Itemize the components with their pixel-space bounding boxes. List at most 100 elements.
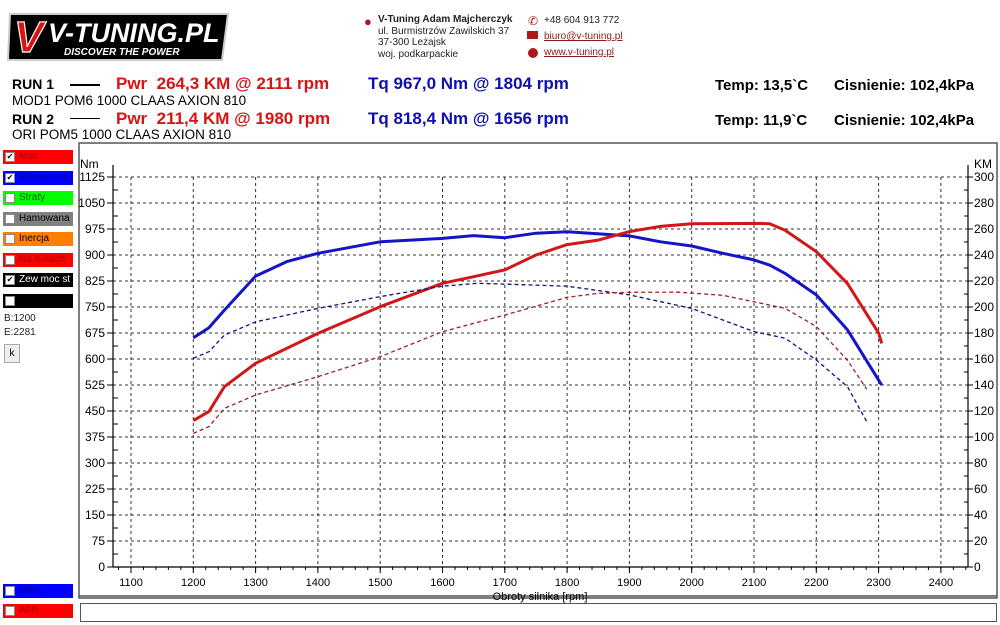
- envelope-icon: [527, 31, 538, 39]
- y-right-tick-label: 120: [974, 404, 994, 418]
- y-right-tick-label: 260: [974, 222, 994, 236]
- x-tick-label: 1100: [119, 577, 143, 589]
- chart-frame: [78, 142, 998, 599]
- afr-map-panel: [80, 603, 997, 622]
- map-pin-icon: ●: [364, 14, 372, 29]
- checkbox[interactable]: [5, 193, 15, 203]
- y-left-tick-label: 300: [85, 456, 105, 470]
- y-right-tick-label: 100: [974, 430, 994, 444]
- run1-power: Pwr 264,3 KM @ 2111 rpm: [116, 74, 330, 93]
- k-button[interactable]: k: [4, 344, 20, 363]
- y-left-tick-label: 750: [85, 300, 105, 314]
- legend-label: Na Kolach: [19, 253, 66, 265]
- run1-torque: Tq 967,0 Nm @ 1804 rpm: [368, 74, 569, 93]
- run1-torque-curve: [192, 230, 883, 386]
- logo-text: V-TUNING.PL: [48, 18, 220, 48]
- dyno-chart: 1100 1200 1300 1400 1500 1600 1700 1800 1900 2000…: [78, 142, 998, 603]
- y-right-tick-label: 180: [974, 326, 994, 340]
- run2-temp: Temp: 11,9`C: [715, 112, 808, 129]
- y-right-tick-label: 0: [974, 560, 981, 574]
- checkbox[interactable]: ✔: [5, 152, 15, 162]
- x-tick-label: 2300: [866, 577, 890, 589]
- legend-toggle-zew-moc-st[interactable]: ✔ Zew moc st: [3, 273, 73, 287]
- checkbox[interactable]: ✔: [5, 172, 15, 183]
- y-left-tick-label: 75: [92, 534, 106, 548]
- run2-power: Pwr 211,4 KM @ 1980 rpm: [116, 109, 331, 128]
- legend-label: MAP: [19, 585, 41, 596]
- y-left-tick-label: 1125: [79, 170, 105, 184]
- range-begin: B:1200: [4, 313, 36, 324]
- x-tick-label: 1600: [430, 577, 454, 589]
- y-right-tick-label: 280: [974, 196, 994, 210]
- y-right-tick-label: 220: [974, 274, 994, 288]
- x-axis-label: Obroty silnika [rpm]: [493, 591, 588, 603]
- run2-torque: Tq 818,4 Nm @ 1656 rpm: [368, 109, 569, 128]
- address-line: ul. Burmistrzów Zawilskich 37: [378, 25, 510, 37]
- legend-toggle-map[interactable]: MAP: [3, 584, 73, 598]
- y-right-tick-label: 240: [974, 248, 994, 262]
- v-tuning-logo: V V-TUNING.PL DISCOVER THE POWER: [6, 12, 230, 63]
- legend-toggle-afr[interactable]: AFR: [3, 604, 73, 618]
- legend-toggle-na-kolach[interactable]: Na Kolach: [3, 252, 73, 267]
- run2-torque-curve: [193, 282, 868, 423]
- checkbox[interactable]: [5, 295, 15, 306]
- x-tick-label: 2400: [929, 577, 953, 589]
- legend-label: Zew moc st: [19, 274, 71, 285]
- checkbox[interactable]: [5, 234, 15, 244]
- run2-line-sample: [70, 118, 100, 119]
- legend-toggle-moment-obr[interactable]: ✔ Moment obr: [3, 170, 73, 185]
- y-right-tick-label: 140: [974, 378, 994, 392]
- x-tick-label: 1500: [368, 577, 392, 589]
- legend-toggle-inercja[interactable]: Inercja: [3, 232, 73, 246]
- run1-power-curve: [192, 221, 884, 422]
- phone-icon: ✆: [528, 14, 539, 28]
- x-tick-label: 1900: [617, 577, 641, 589]
- checkbox[interactable]: ✔: [5, 275, 15, 285]
- x-tick-label: 1400: [306, 577, 330, 589]
- y-right-tick-label: 200: [974, 300, 994, 314]
- y-left-tick-label: 450: [85, 404, 105, 418]
- legend-toggle-hamowana[interactable]: Hamowana: [3, 211, 73, 226]
- svg-text:V: V: [14, 13, 47, 62]
- legend-label: Hamowana: [19, 212, 70, 224]
- checkbox[interactable]: [5, 586, 15, 596]
- address-line: 37-300 Leżajsk: [378, 37, 446, 48]
- y-left-tick-label: 975: [85, 222, 105, 236]
- phone-number: +48 604 913 772: [544, 15, 620, 26]
- y-left-tick-label: 525: [85, 378, 105, 392]
- run1-temp: Temp: 13,5`C: [715, 77, 809, 94]
- y-left-tick-label: 150: [85, 508, 105, 522]
- logo-tagline: DISCOVER THE POWER: [64, 47, 180, 58]
- x-tick-label: 1700: [493, 577, 517, 589]
- y-left-tick-label: 0: [98, 560, 105, 574]
- company-name: V-Tuning Adam Majcherczyk: [378, 14, 513, 25]
- left-axis-label: Nm: [80, 157, 99, 171]
- y-left-tick-label: 825: [85, 274, 105, 288]
- y-right-tick-label: 40: [974, 508, 988, 522]
- x-tick-label: 2200: [804, 577, 828, 589]
- company-address: V-Tuning Adam Majcherczyk ul. Burmistrzó…: [378, 14, 512, 60]
- checkbox[interactable]: [5, 213, 15, 224]
- run2-description: ORI POM5 1000 CLAAS AXION 810: [12, 127, 232, 142]
- legend-label: Moc: [19, 151, 38, 162]
- address-line: woj. podkarpackie: [378, 48, 459, 60]
- run1-label: RUN 1: [12, 76, 55, 92]
- checkbox[interactable]: [5, 606, 15, 616]
- email-link[interactable]: biuro@v-tuning.pl: [544, 31, 623, 42]
- legend-toggle-moc[interactable]: ✔ Moc: [3, 150, 73, 164]
- y-left-tick-label: 1050: [78, 196, 105, 210]
- legend-toggle-straty[interactable]: Straty: [3, 191, 73, 205]
- checkbox[interactable]: [5, 254, 15, 265]
- y-right-tick-label: 300: [974, 170, 994, 184]
- legend-toggle-empty[interactable]: [3, 293, 73, 308]
- y-right-tick-label: 80: [974, 456, 988, 470]
- run2-pressure: Cisnienie: 102,4kPa: [834, 112, 975, 129]
- y-right-tick-label: 60: [974, 482, 988, 496]
- y-left-tick-label: 225: [85, 482, 105, 496]
- y-left-tick-label: 600: [85, 352, 105, 366]
- y-right-tick-label: 160: [974, 352, 994, 366]
- legend-label: Inercja: [19, 233, 50, 244]
- run1-pressure: Cisnienie: 102,4kPa: [834, 77, 975, 94]
- website-link[interactable]: www.v-tuning.pl: [544, 47, 615, 58]
- y-left-tick-label: 675: [85, 326, 105, 340]
